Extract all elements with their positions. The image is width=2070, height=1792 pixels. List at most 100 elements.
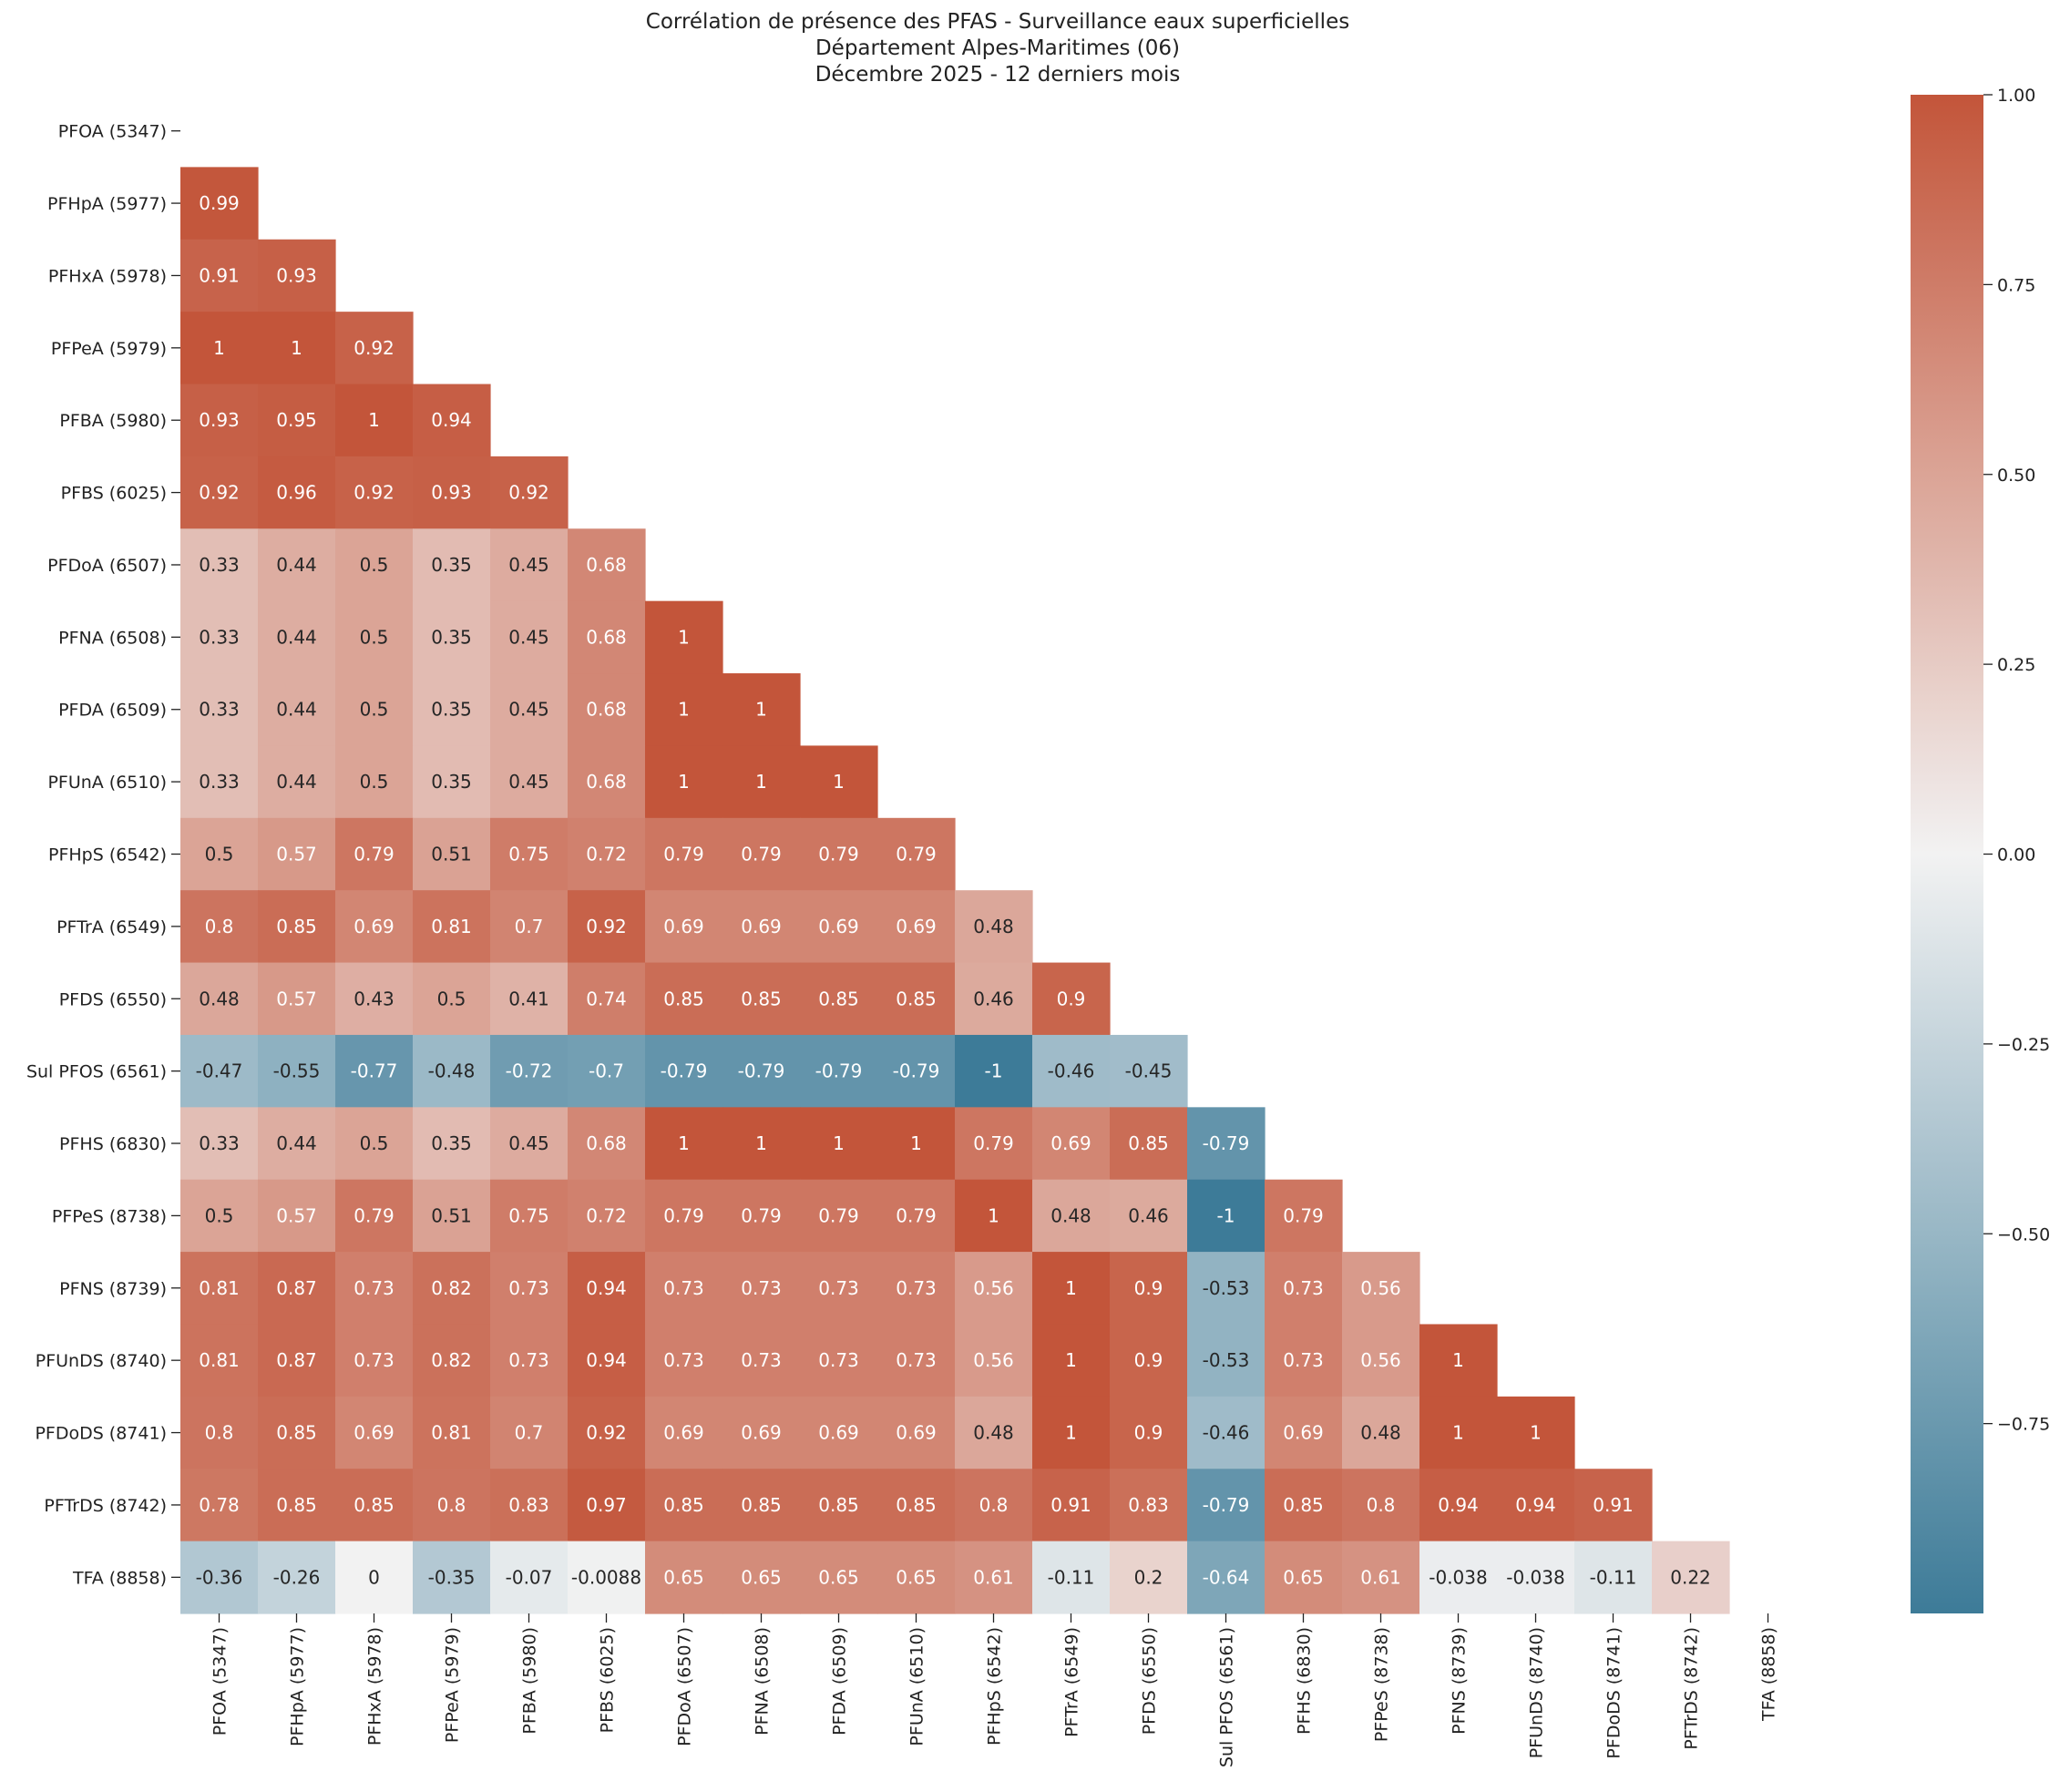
heatmap-cell xyxy=(490,1541,569,1614)
y-tick-label: PFPeS (8738) xyxy=(52,1206,167,1226)
cell-value-label: 0.69 xyxy=(663,916,704,937)
heatmap-cell xyxy=(180,1469,259,1542)
heatmap-cell xyxy=(335,456,414,529)
cell-value-label: 0.8 xyxy=(205,1422,234,1444)
heatmap-cell xyxy=(1497,1396,1575,1469)
heatmap-cell xyxy=(413,1252,491,1326)
heatmap-cell xyxy=(413,1469,491,1542)
cell-value-label: 1 xyxy=(755,1132,767,1154)
cell-value-label: 0.44 xyxy=(276,699,317,721)
cell-value-label: 0.99 xyxy=(199,192,240,214)
x-tick-label: PFDoA (6507) xyxy=(675,1627,695,1746)
heatmap-cell xyxy=(1032,1541,1111,1614)
heatmap-cell xyxy=(180,1324,259,1398)
cell-value-label: 0.92 xyxy=(199,482,240,504)
cell-value-label: -0.038 xyxy=(1429,1566,1487,1588)
x-tick-label: PFHpA (5977) xyxy=(288,1627,308,1746)
cell-value-label: 0.46 xyxy=(1128,1204,1169,1226)
heatmap-cell xyxy=(180,239,259,312)
heatmap-cell xyxy=(568,745,646,819)
heatmap-cell xyxy=(258,745,336,819)
heatmap-cell xyxy=(180,528,259,602)
heatmap-cell xyxy=(490,817,569,891)
heatmap-cell xyxy=(335,1179,414,1253)
heatmap-cell xyxy=(258,456,336,529)
x-tick-label: PFOA (5347) xyxy=(210,1627,231,1736)
x-tick-label: PFTrDS (8742) xyxy=(1682,1627,1702,1750)
cell-value-label: 0.65 xyxy=(896,1566,937,1588)
cell-value-label: 0.92 xyxy=(354,482,395,504)
cell-value-label: 0.46 xyxy=(973,988,1014,1009)
cell-value-label: 1 xyxy=(755,771,767,793)
cell-value-label: 0.45 xyxy=(508,1132,549,1154)
cell-value-label: -0.79 xyxy=(893,1060,940,1082)
heatmap-cell xyxy=(335,600,414,674)
y-tick-label: PFNA (6508) xyxy=(58,628,167,648)
cell-value-label: 0.5 xyxy=(360,771,389,793)
heatmap-cell xyxy=(413,1107,491,1181)
heatmap-cell xyxy=(955,1469,1033,1542)
cell-value-label: 0.68 xyxy=(586,554,627,576)
cell-value-label: 0.85 xyxy=(896,988,937,1009)
cell-value-label: 0.65 xyxy=(741,1566,782,1588)
cell-value-label: 0.57 xyxy=(276,844,317,865)
heatmap-cell xyxy=(877,1396,956,1469)
cell-value-label: 1 xyxy=(213,337,225,359)
heatmap-cell xyxy=(413,745,491,819)
cell-value-label: 0.8 xyxy=(1367,1494,1396,1516)
cell-value-label: 1 xyxy=(678,626,690,648)
heatmap-cell xyxy=(180,167,259,241)
heatmap-cell xyxy=(800,1396,878,1469)
cell-value-label: 0.44 xyxy=(276,626,317,648)
cell-value-label: 1 xyxy=(1452,1349,1464,1371)
cell-value-label: 0.73 xyxy=(663,1349,704,1371)
cell-value-label: 0.56 xyxy=(1360,1277,1401,1299)
cell-value-label: 0.56 xyxy=(973,1349,1014,1371)
y-tick-label: PFDoA (6507) xyxy=(47,556,167,576)
heatmap-cell xyxy=(645,1179,723,1253)
heatmap-cell xyxy=(722,1469,801,1542)
heatmap-cell xyxy=(645,890,723,964)
heatmap-cell xyxy=(180,890,259,964)
heatmap-cell xyxy=(413,817,491,891)
heatmap-cell xyxy=(645,1034,723,1108)
cell-value-label: 0.56 xyxy=(973,1277,1014,1299)
cell-value-label: 0.48 xyxy=(973,916,1014,937)
heatmap-cell xyxy=(490,456,569,529)
heatmap-cell xyxy=(258,1107,336,1181)
cell-value-label: 0.91 xyxy=(1593,1494,1634,1516)
heatmap-cell xyxy=(877,1469,956,1542)
heatmap-cell xyxy=(180,1252,259,1326)
cell-value-label: 0.87 xyxy=(276,1277,317,1299)
y-tick-label: PFDoDS (8741) xyxy=(35,1424,167,1444)
cell-value-label: 0 xyxy=(368,1566,380,1588)
heatmap-cell xyxy=(1265,1252,1343,1326)
chart-title: Corrélation de présence des PFAS - Surve… xyxy=(0,9,1995,88)
cell-value-label: 0.48 xyxy=(1050,1204,1091,1226)
cell-value-label: 0.8 xyxy=(437,1494,466,1516)
cell-value-label: 0.95 xyxy=(276,409,317,431)
heatmap-cell xyxy=(800,817,878,891)
heatmap-cell xyxy=(877,1179,956,1253)
cell-value-label: 1 xyxy=(910,1132,922,1154)
x-tick-label: PFDS (6550) xyxy=(1140,1627,1160,1735)
heatmap-cell xyxy=(1652,1541,1730,1614)
cell-value-label: 0.5 xyxy=(360,1132,389,1154)
cell-value-label: 0.8 xyxy=(979,1494,1009,1516)
heatmap-cell xyxy=(1032,1324,1111,1398)
heatmap-cell xyxy=(413,962,491,1036)
cell-value-label: 0.75 xyxy=(508,1204,549,1226)
heatmap-cell xyxy=(1032,1107,1111,1181)
heatmap-cell xyxy=(722,1179,801,1253)
heatmap-cell xyxy=(1187,1179,1266,1253)
y-tick-label: PFBS (6025) xyxy=(61,484,167,504)
cell-value-label: 0.35 xyxy=(431,699,472,721)
cell-value-label: 0.73 xyxy=(896,1277,937,1299)
cell-value-label: 1 xyxy=(1530,1422,1542,1444)
heatmap-cell xyxy=(1419,1324,1498,1398)
cell-value-label: 0.79 xyxy=(354,844,395,865)
heatmap-cell xyxy=(722,962,801,1036)
cell-value-label: 0.35 xyxy=(431,1132,472,1154)
cell-value-label: 0.33 xyxy=(199,554,240,576)
